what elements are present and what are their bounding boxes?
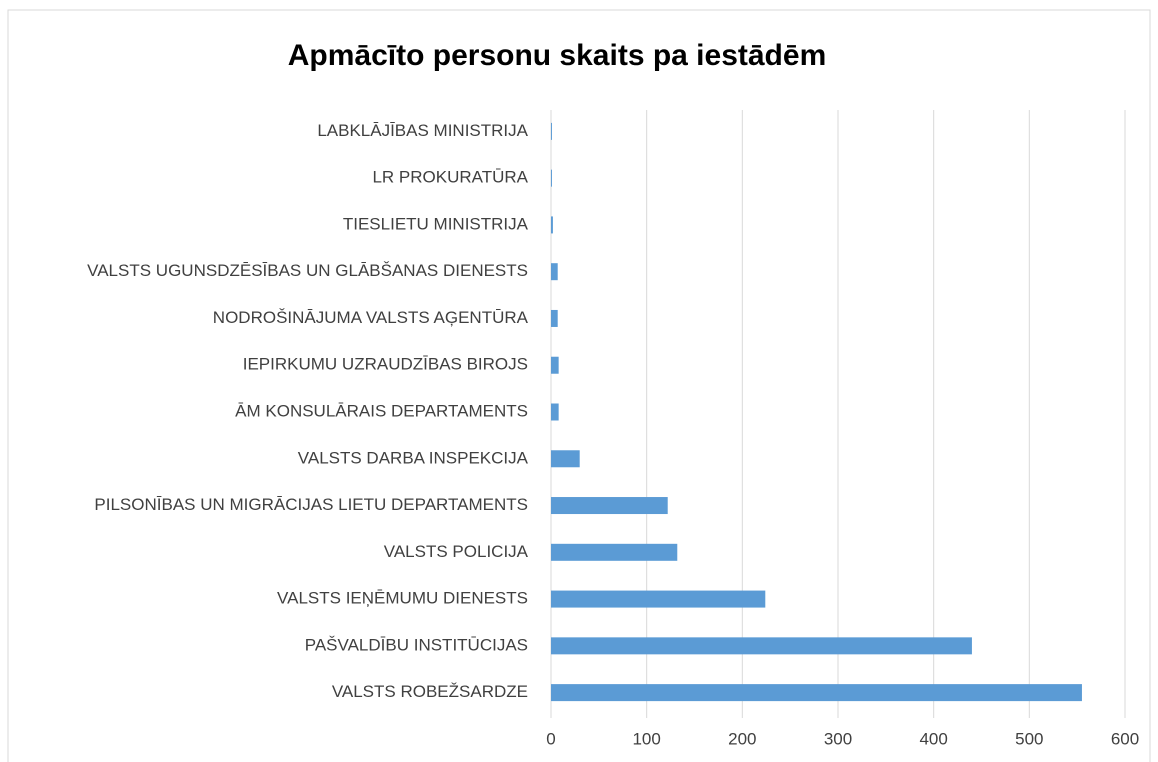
x-tick-label: 0 [546,729,555,748]
y-tick-label: VALSTS IEŅĒMUMU DIENESTS [277,589,528,608]
y-tick-label: VALSTS POLICIJA [384,542,529,561]
bar [551,169,552,187]
x-tick-label: 400 [919,729,947,748]
bar [551,356,559,374]
y-tick-label: VALSTS ROBEŽSARDZE [332,682,528,701]
y-tick-label: VALSTS DARBA INSPEKCIJA [298,448,529,467]
chart-border [7,9,1151,762]
bar [551,637,972,655]
x-tick-label: 600 [1111,729,1139,748]
y-tick-label: PAŠVALDĪBU INSTITŪCIJAS [305,635,528,654]
y-tick-label: VALSTS UGUNSDZĒSĪBAS UN GLĀBŠANAS DIENES… [87,261,528,280]
x-tick-label: 300 [824,729,852,748]
y-tick-label: LABKLĀJĪBAS MINISTRIJA [317,121,528,140]
bar [551,543,678,561]
x-tick-label: 100 [632,729,660,748]
bar [551,684,1082,702]
bar [551,403,559,421]
y-tick-label: PILSONĪBAS UN MIGRĀCIJAS LIETU DEPARTAME… [94,495,528,514]
bar [551,309,558,327]
y-tick-label: IEPIRKUMU UZRAUDZĪBAS BIROJS [243,355,528,374]
bar [551,497,668,515]
y-tick-label: TIESLIETU MINISTRIJA [343,214,529,233]
bar [551,263,558,281]
bar [551,122,552,140]
x-tick-label: 500 [1015,729,1043,748]
bar [551,216,553,234]
bar [551,450,580,468]
y-tick-label: ĀM KONSULĀRAIS DEPARTAMENTS [235,401,528,420]
x-tick-label: 200 [728,729,756,748]
bar [551,590,766,608]
y-tick-label: LR PROKURATŪRA [372,168,528,187]
chart-title: Apmācīto personu skaits pa iestādēm [288,39,827,72]
y-tick-label: NODROŠINĀJUMA VALSTS AĢENTŪRA [213,308,529,327]
